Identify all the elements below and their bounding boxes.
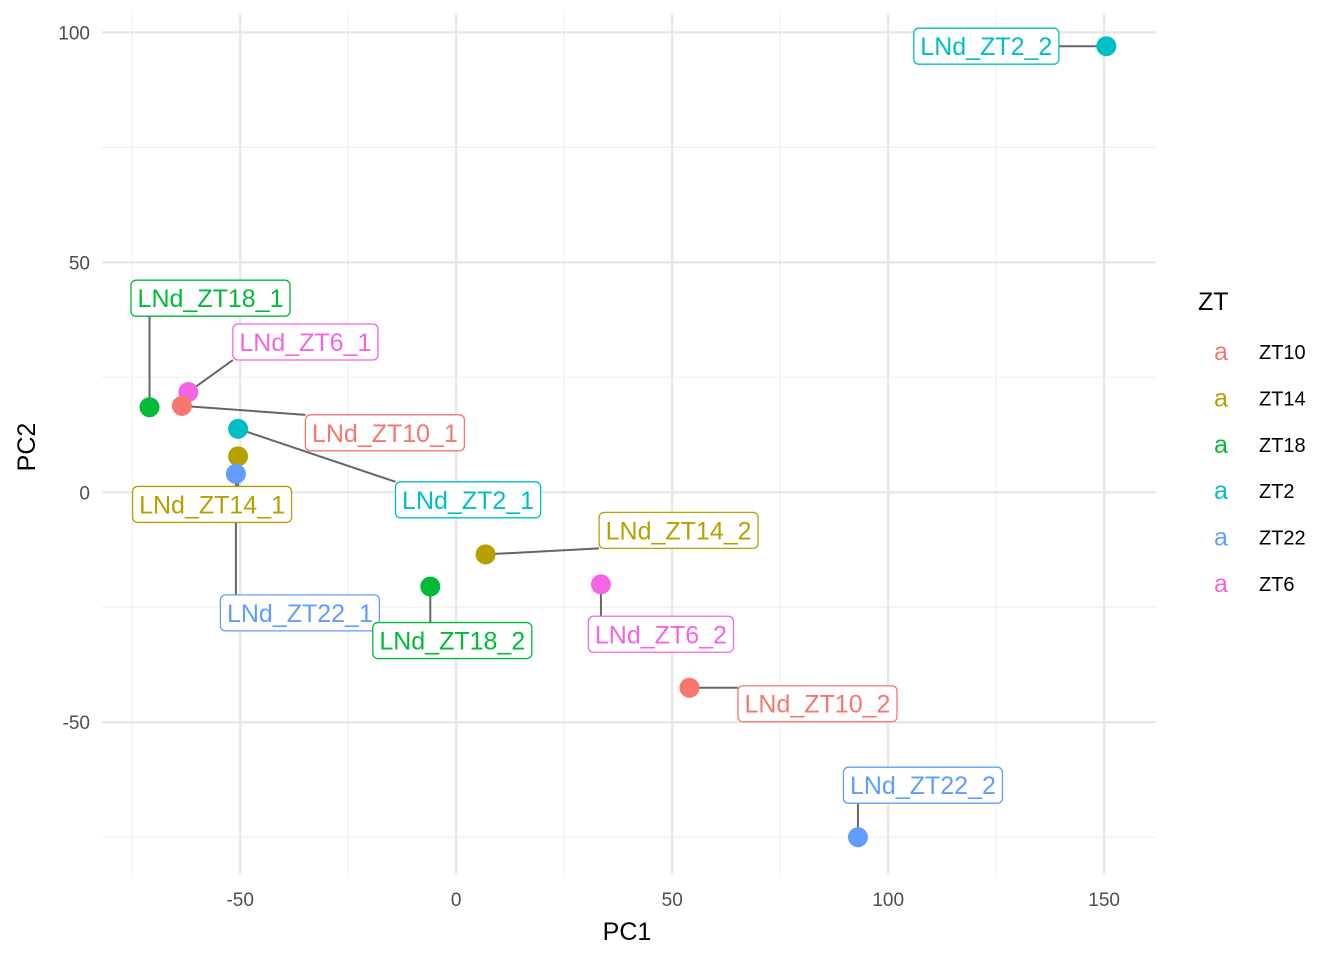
legend-item-zt6: a ZT6 bbox=[1214, 570, 1295, 598]
connector-line bbox=[485, 547, 600, 556]
y-tick-label: 50 bbox=[69, 253, 90, 274]
legend-item-zt14: a ZT14 bbox=[1214, 384, 1306, 412]
point-lnd-zt2-1 bbox=[228, 418, 249, 439]
point-lnd-zt18-2 bbox=[420, 576, 441, 597]
label-lnd-zt14-2: LNd_ZT14_2 bbox=[598, 511, 759, 550]
legend-title: ZT bbox=[1198, 288, 1229, 316]
label-box bbox=[394, 481, 542, 519]
legend-item-zt10: a ZT10 bbox=[1214, 338, 1306, 366]
legend-item-zt2: a ZT2 bbox=[1214, 477, 1295, 505]
point-lnd-zt22-1 bbox=[225, 463, 246, 484]
legend-label: ZT22 bbox=[1259, 528, 1306, 550]
connector-line bbox=[181, 404, 306, 416]
y-tick-label: 100 bbox=[58, 23, 90, 44]
x-tick-label: 50 bbox=[662, 890, 683, 911]
point-lnd-zt6-2 bbox=[590, 574, 611, 595]
label-text: LNd_ZT6_2 bbox=[595, 621, 727, 649]
label-box bbox=[219, 594, 381, 632]
point-lnd-zt22-2 bbox=[847, 827, 868, 848]
label-lnd-zt2-2: LNd_ZT2_2 bbox=[913, 27, 1060, 65]
label-text: LNd_ZT2_1 bbox=[402, 487, 534, 515]
label-box bbox=[737, 685, 898, 723]
label-text: LNd_ZT18_1 bbox=[138, 285, 284, 313]
legend-key-glyph: a bbox=[1214, 524, 1228, 552]
x-tick-label: 150 bbox=[1088, 890, 1120, 911]
label-box bbox=[130, 279, 291, 317]
label-text: LNd_ZT10_2 bbox=[745, 691, 891, 719]
grid-major bbox=[102, 14, 1156, 874]
label-lnd-zt22-1: LNd_ZT22_1 bbox=[219, 594, 381, 632]
label-box bbox=[304, 414, 466, 452]
label-box bbox=[913, 27, 1060, 65]
legend: ZT a ZT10 a ZT14 a ZT18 a ZT2 a ZT22 a ZT6 bbox=[1198, 288, 1306, 598]
point-lnd-zt14-2 bbox=[475, 544, 496, 565]
label-box bbox=[842, 766, 1004, 804]
point-lnd-zt2-2 bbox=[1096, 36, 1117, 57]
y-tick-label: -50 bbox=[63, 713, 90, 734]
legend-key-glyph: a bbox=[1214, 570, 1228, 598]
label-lnd-zt2-1: LNd_ZT2_1 bbox=[394, 481, 542, 519]
y-tick-label: 0 bbox=[79, 483, 90, 504]
x-axis-title: PC1 bbox=[603, 918, 652, 946]
connector-line bbox=[237, 427, 396, 483]
legend-label: ZT6 bbox=[1259, 574, 1295, 596]
point-lnd-zt14-1 bbox=[228, 446, 249, 467]
label-lnd-zt18-2: LNd_ZT18_2 bbox=[372, 621, 533, 660]
label-text: LNd_ZT22_2 bbox=[850, 772, 996, 800]
y-axis-ticks: -50 0 50 100 bbox=[58, 23, 90, 734]
legend-key-glyph: a bbox=[1214, 431, 1228, 459]
x-tick-label: 100 bbox=[872, 890, 904, 911]
grid-minor bbox=[102, 14, 1156, 874]
label-lnd-zt14-1: LNd_ZT14_1 bbox=[131, 485, 293, 524]
legend-label: ZT10 bbox=[1259, 342, 1306, 364]
x-tick-label: 0 bbox=[451, 890, 462, 911]
label-text: LNd_ZT22_1 bbox=[227, 600, 373, 628]
point-lnd-zt10-2 bbox=[679, 677, 700, 698]
legend-item-zt22: a ZT22 bbox=[1214, 524, 1306, 552]
legend-label: ZT14 bbox=[1259, 388, 1306, 410]
label-text: LNd_ZT2_2 bbox=[920, 33, 1052, 61]
label-box bbox=[587, 615, 735, 653]
label-text: LNd_ZT6_1 bbox=[239, 329, 371, 357]
label-text: LNd_ZT18_2 bbox=[379, 628, 525, 656]
label-lnd-zt22-2: LNd_ZT22_2 bbox=[842, 766, 1004, 804]
x-tick-label: -50 bbox=[226, 890, 253, 911]
label-lnd-zt6-2: LNd_ZT6_2 bbox=[587, 615, 735, 653]
legend-label: ZT2 bbox=[1259, 481, 1295, 503]
label-lnd-zt10-1: LNd_ZT10_1 bbox=[304, 414, 466, 452]
legend-key-glyph: a bbox=[1214, 477, 1228, 505]
label-box bbox=[598, 511, 759, 550]
data-points bbox=[139, 36, 1117, 848]
legend-key-glyph: a bbox=[1214, 384, 1228, 412]
point-lnd-zt18-1 bbox=[139, 397, 160, 418]
label-lnd-zt18-1: LNd_ZT18_1 bbox=[130, 279, 291, 317]
point-lnd-zt10-1 bbox=[171, 395, 192, 416]
legend-key-glyph: a bbox=[1214, 338, 1228, 366]
y-axis-title: PC2 bbox=[13, 423, 41, 472]
label-lnd-zt6-1: LNd_ZT6_1 bbox=[232, 323, 379, 361]
legend-item-zt18: a ZT18 bbox=[1214, 431, 1306, 459]
point-labels: LNd_ZT2_2 LNd_ZT18_1 LNd_ZT6_1 LNd_ZT10_1 LN… bbox=[130, 27, 1060, 804]
label-box bbox=[131, 485, 293, 524]
label-lnd-zt10-2: LNd_ZT10_2 bbox=[737, 685, 898, 723]
legend-label: ZT18 bbox=[1259, 435, 1306, 457]
label-text: LNd_ZT10_1 bbox=[312, 420, 458, 448]
label-text: LNd_ZT14_1 bbox=[139, 491, 285, 519]
x-axis-ticks: -50 0 50 100 150 bbox=[226, 890, 1120, 911]
label-connectors bbox=[148, 45, 1107, 838]
label-box bbox=[232, 323, 379, 361]
label-box bbox=[372, 621, 533, 660]
label-text: LNd_ZT14_2 bbox=[606, 517, 752, 545]
